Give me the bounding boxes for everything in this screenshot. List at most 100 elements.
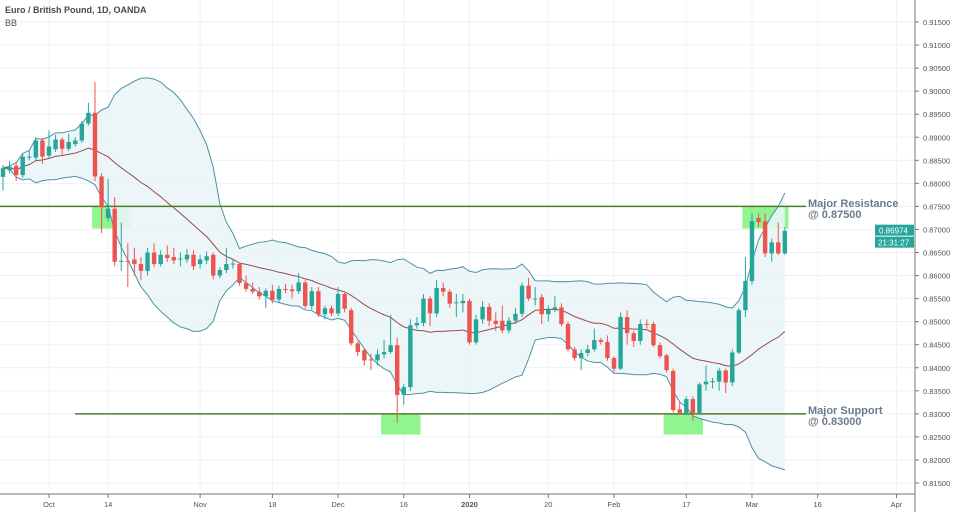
candle-body bbox=[368, 359, 374, 361]
candle-body bbox=[723, 370, 728, 383]
candle-body bbox=[243, 282, 249, 289]
price-tags: 0.86974 21:31:27 bbox=[875, 224, 914, 248]
candle-body bbox=[710, 381, 715, 383]
candle-body bbox=[486, 306, 492, 321]
candle-body bbox=[552, 307, 558, 310]
candle-body bbox=[624, 317, 630, 334]
price-tick-label: 0.90500 bbox=[923, 64, 950, 73]
candle-body bbox=[7, 166, 12, 171]
candle-body bbox=[592, 340, 597, 350]
candle-body bbox=[40, 140, 45, 157]
candle-body bbox=[92, 112, 98, 177]
price-tick-label: 0.85500 bbox=[923, 295, 950, 304]
horizontal-levels[interactable] bbox=[0, 205, 806, 415]
candle-body bbox=[158, 254, 163, 265]
candle-body bbox=[578, 352, 584, 359]
bar-countdown: 21:31:27 bbox=[878, 239, 910, 248]
price-tick-label: 0.84000 bbox=[923, 364, 950, 373]
time-axis[interactable]: Oct 14 Nov 18 Dec 16 2020 20 Feb 17 Mar 16 Apr bbox=[0, 493, 915, 509]
candle-body bbox=[427, 298, 433, 314]
price-tick-label: 0.83500 bbox=[923, 387, 950, 396]
price-tick-label: 0.82500 bbox=[923, 433, 950, 442]
candle-body bbox=[362, 350, 367, 361]
time-tick-label: Nov bbox=[193, 500, 207, 509]
price-tick-label: 0.81500 bbox=[923, 479, 950, 488]
lower-band bbox=[2, 167, 785, 471]
candle-body bbox=[506, 320, 512, 331]
candle-body bbox=[132, 259, 137, 265]
upper-band bbox=[2, 77, 786, 309]
candle-body bbox=[769, 242, 774, 254]
candle-body bbox=[125, 260, 131, 262]
price-tick-label: 0.86500 bbox=[923, 249, 950, 258]
candle-body bbox=[480, 306, 485, 320]
time-tick-label: Feb bbox=[608, 500, 621, 509]
candle-body bbox=[316, 291, 321, 315]
time-tick-label: Dec bbox=[331, 500, 345, 509]
time-tick-label: 18 bbox=[268, 500, 276, 509]
candle-body bbox=[782, 230, 788, 254]
candle-body bbox=[756, 217, 761, 223]
candle-body bbox=[664, 355, 669, 371]
resistance-label: Major Resistance bbox=[808, 198, 899, 210]
candle-body bbox=[165, 254, 170, 259]
price-tick-label: 0.87000 bbox=[923, 225, 950, 234]
candle-body bbox=[355, 343, 360, 353]
candle-body bbox=[27, 156, 32, 158]
candle-body bbox=[730, 352, 735, 383]
time-tick-label: 14 bbox=[104, 500, 112, 509]
candle-body bbox=[335, 293, 341, 314]
candle-body bbox=[224, 264, 229, 271]
time-tick-label: 17 bbox=[682, 500, 690, 509]
candle-body bbox=[539, 297, 544, 315]
candle-body bbox=[395, 345, 400, 395]
candle-body bbox=[59, 139, 65, 149]
candle-body bbox=[408, 325, 413, 388]
candle-body bbox=[33, 140, 39, 158]
candle-body bbox=[638, 323, 643, 342]
candle-body bbox=[500, 320, 505, 331]
time-tick-label: 16 bbox=[400, 500, 408, 509]
candle-body bbox=[46, 146, 52, 156]
candle-body bbox=[250, 288, 255, 292]
candle-body bbox=[605, 341, 610, 359]
candle-body bbox=[237, 264, 242, 283]
candle-body bbox=[677, 409, 682, 413]
band-fill bbox=[3, 77, 785, 470]
candle-body bbox=[342, 293, 347, 309]
candle-body bbox=[322, 308, 328, 315]
indicator-label[interactable]: BB bbox=[5, 18, 18, 28]
candle-body bbox=[684, 399, 689, 413]
candle-body bbox=[79, 123, 85, 141]
bollinger-bands bbox=[2, 77, 786, 471]
candle-body bbox=[204, 256, 209, 261]
candle-body bbox=[559, 307, 564, 324]
support-label: Major Support bbox=[808, 405, 883, 417]
candle-body bbox=[309, 291, 314, 306]
price-tick-label: 0.91500 bbox=[923, 18, 950, 27]
candle-body bbox=[743, 281, 748, 311]
price-axis[interactable]: 0.91500 0.91000 0.90500 0.90000 0.89500 0.890… bbox=[914, 0, 950, 512]
candle-body bbox=[611, 358, 617, 369]
candle-body bbox=[283, 288, 288, 290]
candle-body bbox=[375, 354, 380, 361]
candle-body bbox=[184, 254, 190, 260]
time-tick-label: 16 bbox=[814, 500, 822, 509]
candle-body bbox=[716, 370, 722, 382]
candle-body bbox=[86, 112, 91, 124]
price-tick-label: 0.85000 bbox=[923, 318, 950, 327]
candle-body bbox=[447, 291, 452, 304]
last-price-value: 0.86974 bbox=[879, 227, 908, 236]
candle-body bbox=[526, 285, 531, 299]
support-value: @ 0.83000 bbox=[808, 416, 862, 428]
candle-body bbox=[191, 254, 196, 267]
candle-body bbox=[73, 140, 78, 145]
candle-body bbox=[519, 285, 525, 314]
candle-body bbox=[0, 168, 6, 177]
candle-body bbox=[434, 287, 439, 314]
candle-body bbox=[598, 340, 604, 342]
candle-body bbox=[532, 298, 538, 300]
candle-body bbox=[178, 258, 183, 260]
candle-body bbox=[657, 345, 663, 357]
